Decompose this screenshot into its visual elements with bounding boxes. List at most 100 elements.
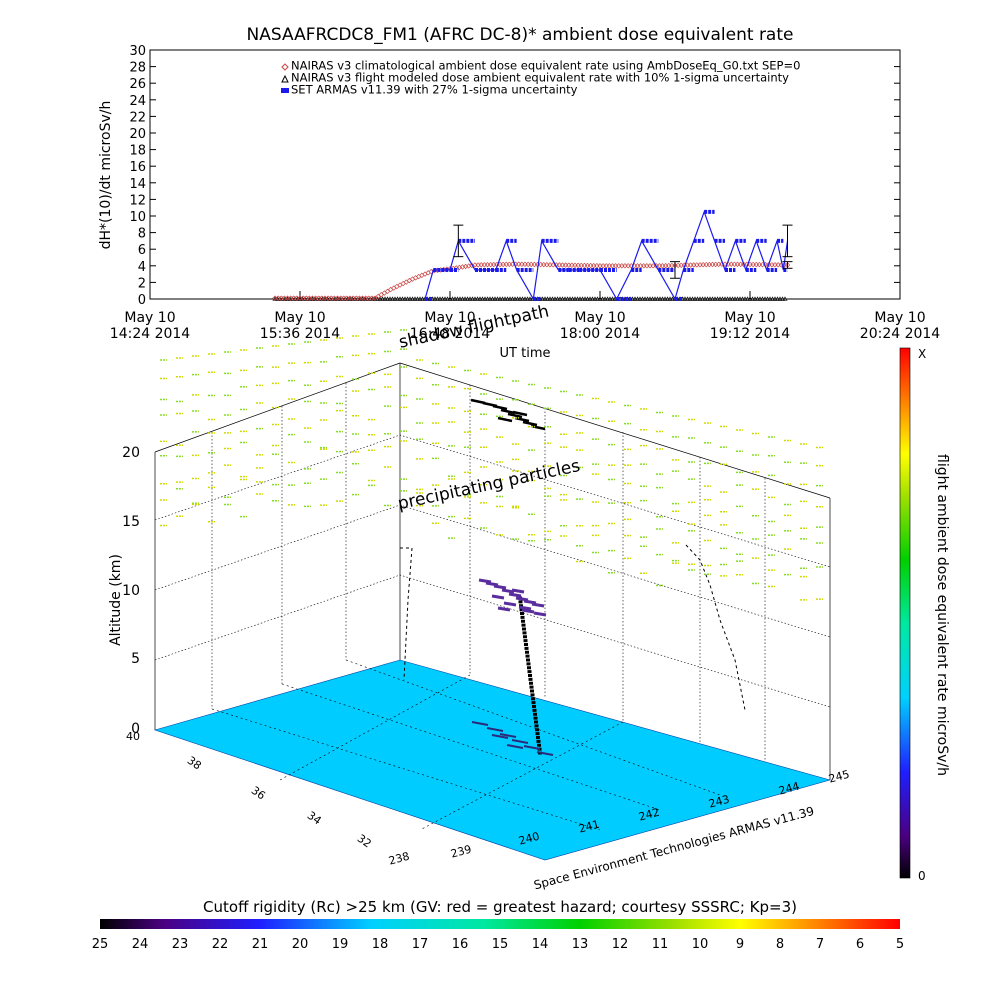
modeled-point <box>609 296 616 301</box>
modeled-point <box>572 296 578 301</box>
flight-track-point <box>537 743 541 747</box>
climatological-point <box>700 262 706 268</box>
shadow-path-point <box>497 416 513 423</box>
bottom-colorbar-tick: 7 <box>816 937 824 952</box>
right-colorbar-top: X <box>918 347 926 361</box>
flight-track-point <box>526 658 530 662</box>
modeled-point <box>737 296 743 301</box>
right-colorbar-label: flight ambient dose equivalent rate micr… <box>934 454 950 776</box>
modeled-point <box>407 296 413 301</box>
modeled-point <box>764 296 771 301</box>
floor-shadow-point <box>471 721 489 726</box>
modeled-point <box>342 296 348 301</box>
top-y-axis-label: dH*(10)/dt microSv/h <box>98 101 114 250</box>
bottom-colorbar-tick: 13 <box>572 937 589 952</box>
top-y-tick-label: 24 <box>129 94 146 109</box>
climatological-point <box>750 261 756 268</box>
modeled-point <box>567 296 573 301</box>
precipitating-particles <box>160 329 823 601</box>
modeled-point <box>327 296 333 301</box>
modeled-point <box>749 296 756 301</box>
shadow-path-point <box>507 412 523 419</box>
climatological-point <box>575 262 581 269</box>
modeled-point <box>649 296 656 301</box>
top-y-tick-label: 22 <box>129 110 146 125</box>
modeled-point <box>577 296 583 301</box>
modeled-point <box>769 296 776 301</box>
flight-track-point <box>521 623 526 627</box>
climatological-point <box>709 261 716 268</box>
chart-title: NASAAFRCDC8_FM1 (AFRC DC-8)* ambient dos… <box>247 25 794 45</box>
bottom-colorbar-ticks: 25 24 23 22 21 20 19 18 17 16 15 14 13 12 11 10 9 8 7 6 5 <box>92 937 904 952</box>
modeled-point <box>767 296 773 301</box>
scene-3d: 0 5 10 15 20 Altitude (km) 40 38 36 34 3… <box>108 301 851 892</box>
modeled-point <box>704 296 711 301</box>
flight-track-point <box>523 635 527 639</box>
climatological-point <box>753 261 759 268</box>
modeled-point <box>462 296 468 301</box>
flight-track-point <box>530 689 534 693</box>
modeled-point <box>662 296 668 301</box>
flight-track-point <box>534 720 538 724</box>
modeled-point <box>304 296 311 301</box>
modeled-point <box>504 296 511 301</box>
flight-cluster-point <box>523 599 537 605</box>
shadow-path-point <box>470 398 486 405</box>
shadow-path-point <box>530 424 546 431</box>
climatological-point <box>669 262 675 269</box>
flight-track-point <box>536 736 540 739</box>
flight-cluster-point <box>533 611 547 617</box>
legend-symbol-bar <box>281 88 289 93</box>
climatological-point <box>728 261 734 267</box>
scene-grid <box>154 362 831 780</box>
modeled-point <box>277 296 283 301</box>
top-x-tick-time: 14:24 2014 <box>110 326 191 342</box>
top-x-tick-day: May 10 <box>874 310 925 326</box>
flight-cluster-point <box>493 584 507 590</box>
modeled-point <box>557 296 563 301</box>
modeled-point <box>499 296 506 301</box>
modeled-point <box>379 296 386 301</box>
modeled-point <box>527 296 533 301</box>
climatological-point <box>503 261 509 268</box>
top-y-tick-label: 2 <box>138 276 146 291</box>
climatological-point <box>712 261 719 268</box>
flight-cluster-point <box>491 594 505 600</box>
climatological-point <box>475 262 481 268</box>
modeled-point <box>384 296 391 301</box>
flight-cluster-point <box>497 606 511 612</box>
modeled-point <box>654 296 661 301</box>
climatological-point <box>634 263 641 269</box>
modeled-point <box>709 296 716 301</box>
z-tick-5: 5 <box>131 651 140 667</box>
modeled-point <box>354 296 361 301</box>
modeled-point <box>729 296 736 301</box>
floor-shadow-point <box>486 727 504 732</box>
top-y-tick-label: 20 <box>129 127 146 142</box>
annotation-precipitating-particles: precipitating particles <box>396 456 582 514</box>
lon-ticks: 238 239 240 241 242 243 244 245 <box>387 768 851 868</box>
modeled-point <box>597 296 603 301</box>
climatological-point <box>531 261 538 268</box>
climatological-point <box>600 263 606 269</box>
lon-tick-242: 242 <box>637 806 661 824</box>
climatological-point <box>641 263 647 269</box>
flight-track-point <box>518 600 523 604</box>
bottom-colorbar-tick: 5 <box>896 937 904 952</box>
grid-left-5 <box>154 574 831 708</box>
modeled-point <box>607 296 613 301</box>
climatological-point <box>487 261 494 268</box>
modeled-point <box>464 296 471 301</box>
floor-line-4 <box>279 674 471 781</box>
modeled-point <box>687 296 693 301</box>
flight-cluster-point <box>511 588 525 594</box>
modeled-point <box>279 296 286 301</box>
top-edge-right <box>399 362 831 499</box>
bottom-colorbar-tick: 8 <box>776 937 784 952</box>
climatological-point <box>556 262 563 268</box>
modeled-point <box>664 296 671 301</box>
modeled-point <box>482 296 488 301</box>
modeled-point <box>442 296 448 301</box>
climatological-point <box>612 263 619 269</box>
